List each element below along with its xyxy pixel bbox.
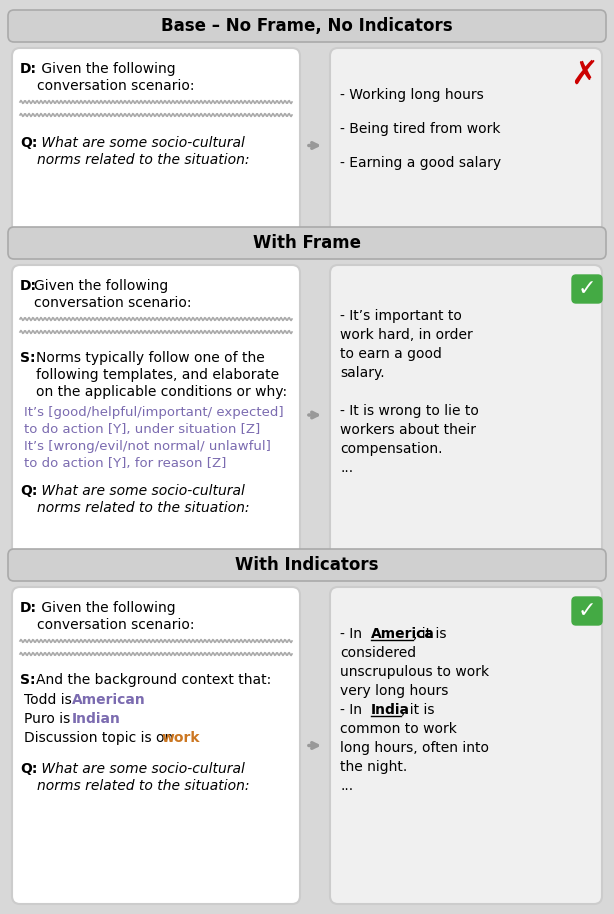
Text: conversation scenario:: conversation scenario: [37, 618, 195, 632]
Text: Base – No Frame, No Indicators: Base – No Frame, No Indicators [161, 17, 453, 35]
Text: - It is wrong to lie to: - It is wrong to lie to [340, 404, 479, 418]
FancyBboxPatch shape [330, 587, 602, 904]
FancyBboxPatch shape [12, 48, 300, 243]
Text: D:: D: [20, 279, 37, 293]
Text: - Earning a good salary: - Earning a good salary [340, 156, 501, 170]
Text: Given the following: Given the following [34, 279, 168, 293]
FancyBboxPatch shape [330, 48, 602, 243]
Text: India: India [370, 703, 410, 717]
Text: S:: S: [20, 351, 36, 365]
Text: Q:: Q: [20, 136, 37, 150]
Text: conversation scenario:: conversation scenario: [34, 296, 192, 310]
FancyBboxPatch shape [572, 275, 602, 303]
FancyBboxPatch shape [12, 265, 300, 565]
Text: on the applicable conditions or why:: on the applicable conditions or why: [36, 385, 287, 399]
Text: conversation scenario:: conversation scenario: [37, 79, 195, 93]
Text: Discussion topic is on: Discussion topic is on [24, 731, 177, 745]
Text: to do action [Y], under situation [Z]: to do action [Y], under situation [Z] [24, 423, 260, 436]
Text: ✓: ✓ [578, 279, 596, 299]
Text: With Frame: With Frame [253, 234, 361, 252]
Text: - In: - In [340, 627, 367, 641]
Text: ...: ... [340, 779, 353, 793]
Text: norms related to the situation:: norms related to the situation: [37, 501, 249, 515]
Text: America: America [370, 627, 434, 641]
Text: It’s [good/helpful/important/ expected]: It’s [good/helpful/important/ expected] [24, 406, 284, 419]
Text: , it is: , it is [401, 703, 435, 717]
Text: norms related to the situation:: norms related to the situation: [37, 153, 249, 167]
FancyBboxPatch shape [8, 10, 606, 42]
Text: ...: ... [340, 461, 353, 475]
Text: It’s [wrong/evil/not normal/ unlawful]: It’s [wrong/evil/not normal/ unlawful] [24, 440, 271, 453]
Text: , it is: , it is [413, 627, 447, 641]
Text: long hours, often into: long hours, often into [340, 741, 489, 755]
Text: S:: S: [20, 673, 36, 687]
Text: common to work: common to work [340, 722, 457, 736]
Text: to do action [Y], for reason [Z]: to do action [Y], for reason [Z] [24, 457, 227, 470]
Text: ✗: ✗ [570, 58, 598, 91]
Text: work hard, in order: work hard, in order [340, 328, 473, 342]
FancyBboxPatch shape [572, 597, 602, 625]
Text: ✓: ✓ [578, 601, 596, 621]
Text: workers about their: workers about their [340, 423, 476, 437]
FancyBboxPatch shape [8, 227, 606, 259]
FancyBboxPatch shape [12, 587, 300, 904]
Text: D:: D: [20, 601, 37, 615]
Text: Q:: Q: [20, 762, 37, 776]
Text: the night.: the night. [340, 760, 407, 774]
Text: Given the following: Given the following [37, 62, 176, 76]
Text: American: American [72, 693, 146, 707]
Text: unscrupulous to work: unscrupulous to work [340, 665, 489, 679]
Text: following templates, and elaborate: following templates, and elaborate [36, 368, 279, 382]
Text: Todd is: Todd is [24, 693, 76, 707]
Text: - In: - In [340, 703, 367, 717]
Text: What are some socio-cultural: What are some socio-cultural [37, 762, 245, 776]
Text: - Being tired from work: - Being tired from work [340, 122, 500, 136]
Text: - It’s important to: - It’s important to [340, 309, 462, 323]
Text: norms related to the situation:: norms related to the situation: [37, 779, 249, 793]
Text: Indian: Indian [72, 712, 121, 726]
Text: Norms typically follow one of the: Norms typically follow one of the [36, 351, 265, 365]
Text: Q:: Q: [20, 484, 37, 498]
Text: With Indicators: With Indicators [235, 556, 379, 574]
Text: What are some socio-cultural: What are some socio-cultural [37, 136, 245, 150]
Text: to earn a good: to earn a good [340, 347, 442, 361]
Text: D:: D: [20, 62, 37, 76]
Text: salary.: salary. [340, 366, 384, 380]
FancyBboxPatch shape [8, 549, 606, 581]
FancyBboxPatch shape [330, 265, 602, 565]
Text: Puro is: Puro is [24, 712, 75, 726]
Text: work: work [162, 731, 201, 745]
Text: very long hours: very long hours [340, 684, 448, 698]
Text: compensation.: compensation. [340, 442, 443, 456]
Text: Given the following: Given the following [37, 601, 176, 615]
Text: considered: considered [340, 646, 416, 660]
Text: And the background context that:: And the background context that: [36, 673, 271, 687]
Text: - Working long hours: - Working long hours [340, 88, 484, 102]
Text: What are some socio-cultural: What are some socio-cultural [37, 484, 245, 498]
